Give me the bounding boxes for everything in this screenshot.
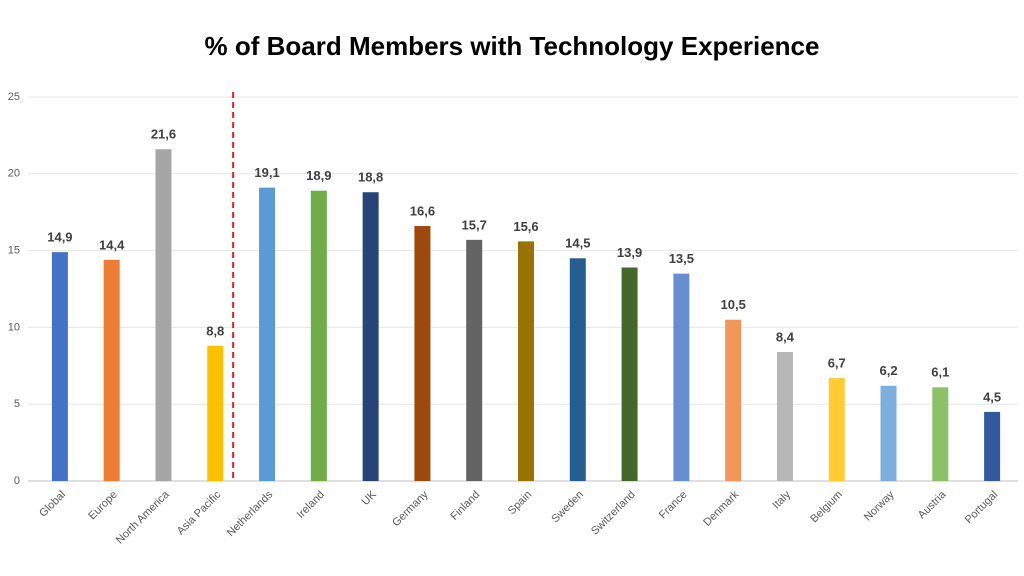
x-tick-label: Asia Pacific — [175, 488, 224, 537]
value-label: 14,5 — [565, 236, 590, 251]
y-tick-label: 15 — [8, 245, 20, 257]
y-tick-label: 10 — [8, 321, 20, 333]
x-tick-label: Sweden — [549, 489, 586, 526]
x-tick-label: Netherlands — [225, 488, 276, 539]
bar — [776, 351, 793, 481]
x-tick-label: Finland — [448, 489, 482, 523]
x-tick-label: France — [657, 489, 690, 522]
bar — [259, 187, 276, 481]
value-label: 19,1 — [254, 165, 279, 180]
x-tick-label: Austria — [916, 488, 949, 521]
bar — [466, 239, 483, 481]
bar — [621, 267, 638, 481]
bar — [932, 387, 949, 481]
bar — [155, 149, 172, 481]
x-tick-label: Global — [37, 489, 68, 520]
value-label: 18,8 — [358, 170, 383, 185]
value-label: 6,7 — [828, 356, 846, 371]
x-tick-label: Europe — [86, 489, 120, 523]
bar — [51, 252, 68, 481]
value-label: 14,4 — [99, 237, 125, 252]
value-label: 13,9 — [617, 245, 642, 260]
value-label: 6,2 — [879, 363, 897, 378]
value-label: 21,6 — [151, 127, 176, 142]
y-tick-label: 0 — [14, 475, 20, 487]
x-tick-label: Portugal — [963, 489, 1000, 526]
bar — [569, 258, 586, 481]
bar — [984, 411, 1001, 481]
x-tick-label: Norway — [862, 488, 897, 523]
x-tick-label: Belgium — [808, 489, 845, 526]
x-tick-label: Spain — [506, 489, 534, 517]
bar — [310, 190, 327, 482]
value-label: 15,7 — [462, 217, 487, 232]
value-label: 13,5 — [669, 251, 694, 266]
bar — [880, 385, 897, 481]
x-tick-label: Ireland — [295, 489, 327, 521]
x-tick-label: Denmark — [701, 488, 741, 528]
y-tick-label: 20 — [8, 168, 20, 180]
value-label: 10,5 — [721, 297, 746, 312]
value-label: 4,5 — [983, 389, 1001, 404]
bar — [362, 192, 379, 481]
bar — [518, 241, 534, 481]
value-label: 18,9 — [306, 168, 331, 183]
chart-title: % of Board Members with Technology Exper… — [205, 31, 820, 61]
x-tick-label: Germany — [390, 488, 431, 529]
x-tick-label: North America — [114, 488, 172, 546]
bar — [414, 226, 431, 481]
y-tick-label: 25 — [8, 91, 20, 103]
bar — [673, 273, 690, 481]
bar — [725, 319, 742, 481]
value-label: 8,4 — [776, 329, 795, 344]
value-label: 6,1 — [931, 365, 949, 380]
y-tick-label: 5 — [14, 398, 20, 410]
bar — [103, 259, 120, 481]
x-tick-label: UK — [360, 488, 380, 508]
bar — [207, 345, 224, 481]
value-label: 15,6 — [513, 219, 538, 234]
value-label: 14,9 — [47, 230, 72, 245]
bar — [828, 378, 845, 481]
value-label: 16,6 — [410, 203, 435, 218]
value-label: 8,8 — [206, 323, 224, 338]
x-tick-label: Italy — [770, 488, 793, 511]
x-tick-label: Switzerland — [589, 489, 638, 538]
